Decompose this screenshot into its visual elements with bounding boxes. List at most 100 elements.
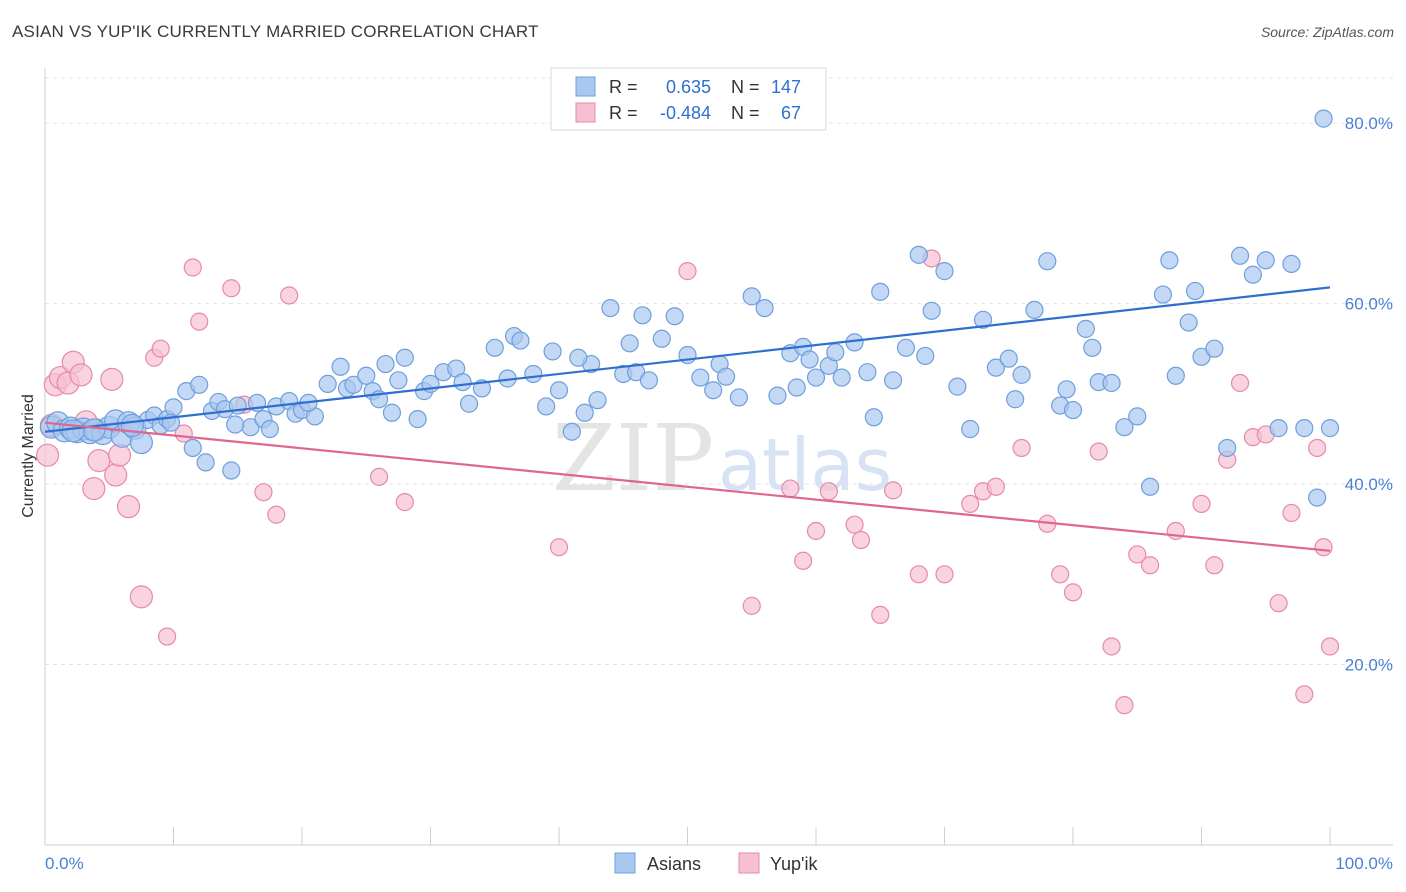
asian-point — [389, 371, 408, 390]
yupik-points — [35, 249, 1340, 715]
yupik-point — [1051, 565, 1070, 584]
yupik-trend-line — [44, 421, 1331, 552]
yupik-point — [129, 585, 153, 609]
asian-point — [787, 378, 806, 397]
yupik-point — [845, 515, 864, 534]
watermark-atlas: atlas — [718, 423, 892, 507]
asian-point — [1012, 365, 1031, 384]
asian-point — [260, 419, 279, 439]
asian-point — [344, 375, 363, 394]
legend-asian-n-value: 147 — [771, 77, 801, 97]
asian-point — [537, 397, 556, 416]
yupik-point — [1102, 637, 1121, 656]
yupik-point — [1282, 503, 1301, 523]
legend-bottom-yupik-swatch — [738, 852, 760, 874]
legend-bottom: Asians Yup'ik — [614, 852, 818, 874]
asian-trend-line — [44, 286, 1331, 433]
asian-point — [376, 354, 395, 374]
asian-point — [626, 363, 646, 382]
asian-point — [569, 348, 588, 367]
yupik-point — [1089, 442, 1108, 461]
asian-point — [961, 419, 980, 439]
legend-asian-r-label: R = — [609, 77, 638, 97]
legend-yupik-r-label: R = — [609, 103, 638, 123]
legend-top: R = 0.635 N = 147 R = -0.484 N = 67 — [550, 67, 827, 131]
yupik-point — [1140, 556, 1160, 575]
asian-point — [331, 357, 350, 376]
asian-point — [1140, 477, 1160, 496]
yupik-point — [280, 286, 299, 305]
yupik-point — [151, 339, 170, 358]
legend-bottom-asian-label: Asians — [647, 854, 701, 874]
asian-point — [1076, 319, 1095, 338]
asian-point — [864, 408, 883, 427]
legend-asian-n-label: N = — [731, 77, 760, 97]
yupik-point — [1115, 696, 1134, 715]
asian-point — [883, 371, 903, 390]
legend-bottom-yupik-label: Yup'ik — [770, 854, 818, 874]
asian-point — [1153, 285, 1173, 304]
y-tick-label: 60.0% — [1345, 295, 1393, 314]
legend-top-box — [550, 67, 827, 131]
asian-point — [382, 403, 402, 422]
source-credit: Source: ZipAtlas.com — [1260, 24, 1394, 40]
legend-yupik-n-value: 67 — [781, 103, 801, 123]
yupik-point — [935, 565, 954, 584]
asian-point — [858, 363, 877, 382]
asian-point — [1269, 419, 1288, 438]
asian-point — [459, 394, 479, 413]
yupik-point — [1205, 556, 1224, 575]
yupik-point — [961, 494, 980, 514]
asian-point — [1282, 254, 1301, 273]
asian-point — [524, 364, 543, 384]
yupik-point — [871, 605, 890, 625]
asian-point — [511, 331, 530, 350]
yupik-point — [1063, 583, 1083, 602]
x-ticks — [44, 827, 1331, 845]
asian-point — [652, 329, 671, 348]
asian-point — [183, 438, 202, 458]
asian-point — [549, 381, 569, 400]
asian-point — [716, 367, 736, 386]
yupik-point — [183, 258, 202, 277]
legend-asian-swatch — [575, 76, 596, 97]
yupik-point — [116, 495, 141, 519]
yupik-point — [883, 481, 903, 500]
yupik-point — [395, 493, 414, 512]
asian-point — [1205, 339, 1224, 358]
asian-point — [916, 346, 935, 366]
asian-point — [1083, 338, 1102, 357]
asian-point — [999, 349, 1018, 368]
y-tick-labels: 20.0% 40.0% 60.0% 80.0% — [1345, 114, 1393, 674]
yupik-point — [781, 479, 800, 498]
watermark: ZIP atlas — [552, 405, 892, 512]
asian-point — [226, 415, 245, 434]
yupik-point — [157, 627, 177, 646]
asian-point — [755, 299, 774, 318]
asian-point — [633, 306, 652, 325]
legend-asian-r-value: 0.635 — [666, 77, 711, 97]
asian-point — [1218, 438, 1237, 458]
yupik-point — [794, 551, 813, 570]
y-axis-label: Currently Married — [20, 394, 37, 518]
asian-point — [639, 371, 659, 390]
yupik-point — [82, 476, 106, 501]
yupik-point — [222, 279, 241, 298]
asian-point — [935, 262, 954, 281]
yupik-point — [254, 483, 273, 502]
yupik-point — [1192, 494, 1211, 514]
asian-point — [665, 307, 684, 326]
legend-bottom-asian-swatch — [614, 852, 636, 874]
yupik-point — [1295, 685, 1314, 704]
y-tick-label: 80.0% — [1345, 114, 1393, 133]
asian-point — [620, 334, 639, 353]
asian-point — [871, 282, 890, 301]
asian-point — [1160, 251, 1179, 270]
yupik-point — [190, 312, 209, 331]
asian-point — [601, 299, 620, 318]
asian-point — [896, 338, 916, 357]
asian-point — [1063, 400, 1083, 420]
asian-point — [1166, 366, 1185, 385]
asian-point — [1295, 419, 1314, 438]
asian-point — [575, 403, 594, 422]
